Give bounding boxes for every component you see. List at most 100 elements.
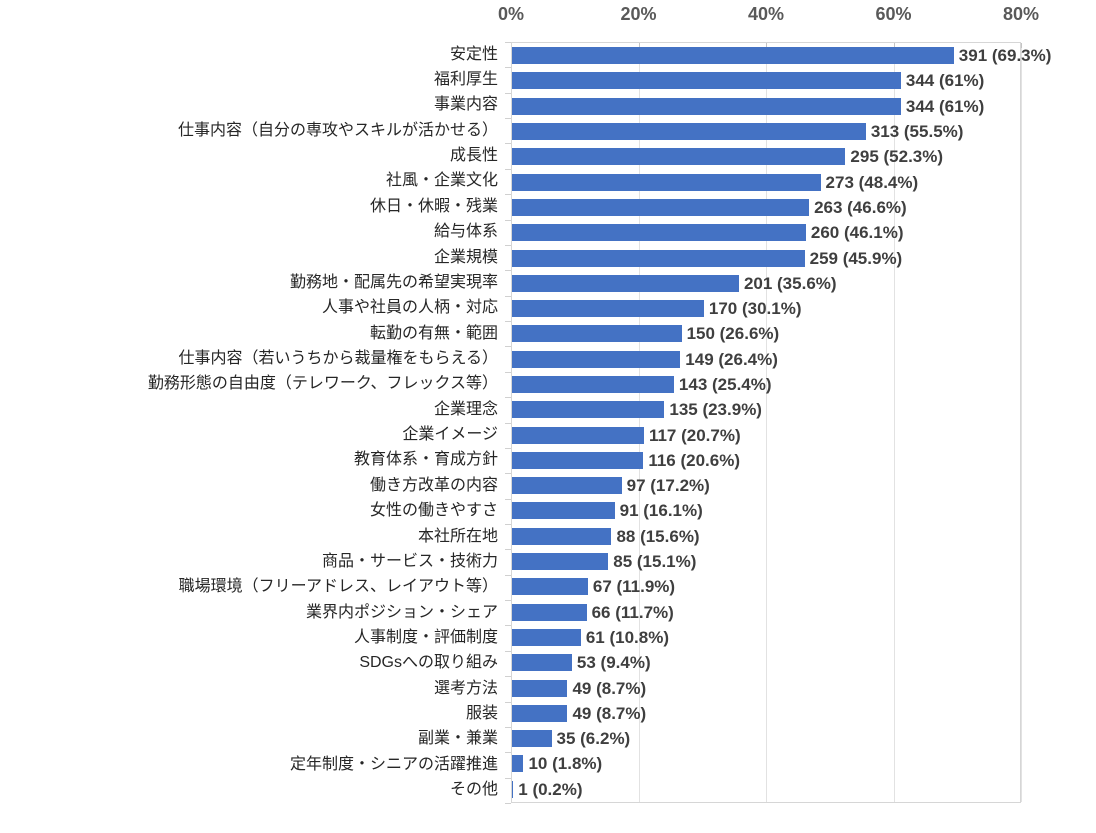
bar-value-label: 91 (16.1%) bbox=[619, 501, 703, 521]
category-label: その他 bbox=[449, 781, 498, 799]
bar-row: 391 (69.3%) bbox=[512, 43, 1051, 68]
y-axis-tick-mark bbox=[505, 727, 511, 728]
bar-value-label: 67 (11.9%) bbox=[592, 577, 676, 597]
gridline bbox=[893, 43, 895, 802]
bar bbox=[512, 578, 588, 596]
bar bbox=[512, 173, 821, 191]
y-axis-tick-mark bbox=[505, 473, 511, 474]
category-label: 安定性 bbox=[449, 45, 498, 63]
bar-value-label: 143 (25.4%) bbox=[678, 375, 772, 394]
category-label: 企業イメージ bbox=[402, 426, 498, 444]
bar-row: 66 (11.7%) bbox=[512, 600, 1020, 625]
bar-row: 117 (20.7%) bbox=[512, 422, 1020, 447]
x-axis-tick-mark bbox=[893, 43, 895, 48]
bar bbox=[512, 376, 674, 393]
y-axis-tick-mark bbox=[505, 296, 511, 297]
y-axis-tick-mark bbox=[505, 67, 511, 68]
bar-value-label: 53 (9.4%) bbox=[576, 653, 651, 673]
bar-row: 259 (45.9%) bbox=[512, 245, 1020, 270]
category-label: 成長性 bbox=[449, 147, 498, 165]
bar-row: 201 (35.6%) bbox=[512, 271, 1020, 296]
bar-row: 135 (23.9%) bbox=[512, 397, 1020, 422]
bar-value-label: 85 (15.1%) bbox=[613, 552, 697, 572]
bar bbox=[512, 274, 739, 292]
category-label: 転勤の有無・範囲 bbox=[369, 324, 498, 342]
bar bbox=[512, 654, 572, 672]
x-axis-tick-label: 60% bbox=[875, 4, 912, 24]
bar-row: 10 (1.8%) bbox=[512, 751, 1020, 776]
y-axis-tick-mark bbox=[505, 42, 511, 43]
bar-value-label: 117 (20.7%) bbox=[648, 425, 741, 445]
bar-row: 344 (61%) bbox=[512, 94, 1020, 119]
bar-value-label: 295 (52.3%) bbox=[850, 147, 944, 167]
y-axis-tick-mark bbox=[505, 499, 511, 500]
bar bbox=[512, 502, 615, 520]
category-label: 事業内容 bbox=[433, 96, 498, 114]
bar-row: 49 (8.7%) bbox=[512, 701, 1020, 726]
bar bbox=[512, 628, 581, 646]
bar bbox=[512, 249, 805, 267]
category-label: 選考方法 bbox=[433, 679, 498, 697]
bar-row: 149 (26.4%) bbox=[512, 347, 1020, 372]
bar bbox=[512, 72, 901, 90]
x-axis-tick-mark bbox=[638, 43, 640, 48]
gridline bbox=[638, 43, 640, 802]
bar-value-label: 170 (30.1%) bbox=[708, 299, 802, 319]
bar-value-label: 135 (23.9%) bbox=[669, 400, 762, 420]
category-label: 人事や社員の人柄・対応 bbox=[321, 299, 498, 317]
bar-value-label: 49 (8.7%) bbox=[572, 678, 647, 698]
bar-row: 273 (48.4%) bbox=[512, 169, 1020, 194]
y-axis-tick-mark bbox=[505, 676, 511, 677]
category-label: 社風・企業文化 bbox=[385, 172, 498, 190]
bar-row: 88 (15.6%) bbox=[512, 524, 1020, 549]
y-axis-tick-mark bbox=[505, 372, 511, 373]
bar bbox=[512, 224, 806, 242]
y-axis-tick-mark bbox=[505, 423, 511, 424]
bar-value-label: 259 (45.9%) bbox=[809, 248, 903, 268]
bar bbox=[512, 603, 587, 621]
bars: 391 (69.3%) 344 (61%) 344 (61%) 313 (55.5%)… bbox=[512, 43, 1051, 802]
bar-row: 67 (11.9%) bbox=[512, 574, 1020, 599]
bar bbox=[512, 426, 644, 444]
y-axis-tick-mark bbox=[505, 245, 511, 246]
y-axis-tick-mark bbox=[505, 752, 511, 753]
category-label: 人事制度・評価制度 bbox=[353, 628, 498, 646]
category-label: 定年制度・シニアの活躍推進 bbox=[289, 755, 498, 773]
y-axis-tick-mark bbox=[505, 549, 511, 550]
bar-row: 53 (9.4%) bbox=[512, 650, 1020, 675]
bar bbox=[512, 704, 568, 722]
y-axis-category-labels: 安定性福利厚生事業内容仕事内容（自分の専攻やスキルが活かせる） 成長性社風・企業文… bbox=[0, 42, 505, 803]
bar bbox=[512, 527, 612, 545]
bar bbox=[512, 755, 524, 773]
category-label: 本社所在地 bbox=[417, 527, 498, 545]
category-label: 給与体系 bbox=[433, 223, 498, 241]
bar bbox=[512, 97, 901, 115]
category-label: 服装 bbox=[465, 705, 498, 723]
bar-value-label: 391 (69.3%) bbox=[958, 46, 1052, 66]
category-label: 福利厚生 bbox=[433, 71, 498, 89]
bar-row: 116 (20.6%) bbox=[512, 448, 1020, 473]
bar-value-label: 313 (55.5%) bbox=[870, 122, 964, 142]
category-label: 企業規模 bbox=[433, 248, 498, 266]
bar-value-label: 1 (0.2%) bbox=[518, 779, 583, 799]
bar-value-label: 150 (26.6%) bbox=[686, 324, 780, 344]
category-label: 勤務地・配属先の希望実現率 bbox=[289, 273, 498, 291]
y-axis-tick-mark bbox=[505, 194, 511, 195]
gridline bbox=[766, 43, 767, 802]
y-axis-tick-mark bbox=[505, 448, 511, 449]
y-axis-tick-mark bbox=[505, 524, 511, 525]
bar-value-label: 61 (10.8%) bbox=[585, 627, 670, 647]
bar bbox=[512, 780, 514, 798]
bar-row: 1 (0.2%) bbox=[512, 777, 1020, 802]
bar-row: 143 (25.4%) bbox=[512, 372, 1020, 397]
category-label: 仕事内容（自分の専攻やスキルが活かせる） bbox=[177, 121, 498, 139]
bar-value-label: 97 (17.2%) bbox=[626, 476, 710, 496]
x-axis-tick-mark bbox=[1021, 43, 1022, 48]
bar-row: 344 (61%) bbox=[512, 68, 1020, 93]
bar-row: 295 (52.3%) bbox=[512, 144, 1020, 169]
category-label: 職場環境（フリーアドレス、レイアウト等） bbox=[178, 578, 498, 596]
bar-value-label: 88 (15.6%) bbox=[616, 526, 700, 546]
bar-row: 97 (17.2%) bbox=[512, 473, 1020, 498]
bar-value-label: 66 (11.7%) bbox=[591, 602, 674, 622]
y-axis-tick-mark bbox=[505, 575, 511, 576]
